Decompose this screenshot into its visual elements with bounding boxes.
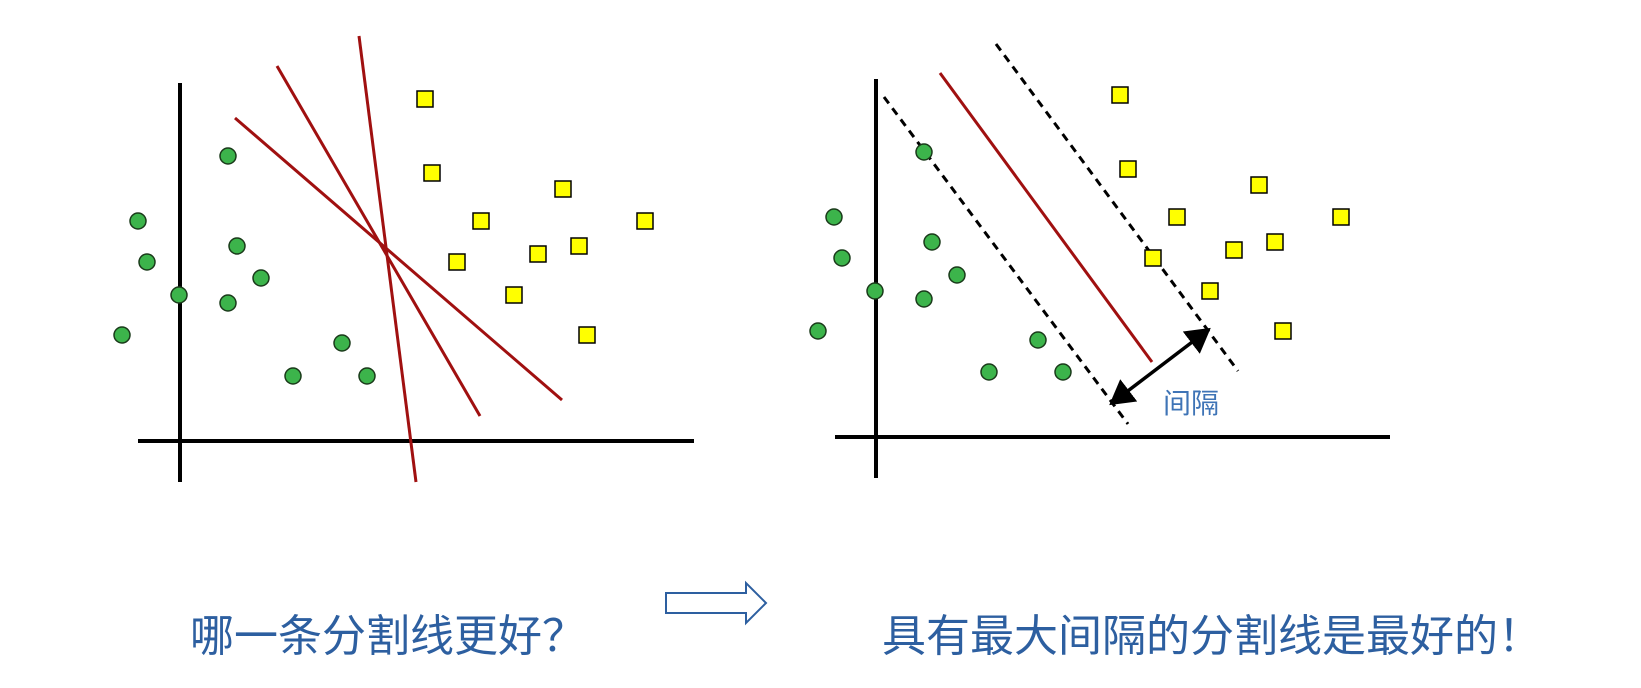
right-circle-2 xyxy=(833,249,851,267)
right-circle-1 xyxy=(825,208,843,226)
right-circle-11 xyxy=(1054,363,1072,381)
left-circle-10 xyxy=(284,367,302,385)
right-circle-5 xyxy=(915,143,933,161)
left-square-4 xyxy=(448,253,466,271)
right-class-circles xyxy=(809,143,1072,381)
right-square-8 xyxy=(1266,233,1284,251)
left-square-5 xyxy=(505,286,523,304)
right-circle-10 xyxy=(980,363,998,381)
right-circle-6 xyxy=(923,233,941,251)
right-square-6 xyxy=(1225,241,1243,259)
hollow-right-arrow-icon xyxy=(665,580,768,626)
left-circle-9 xyxy=(333,334,351,352)
left-circle-6 xyxy=(228,237,246,255)
margin-line-lower xyxy=(882,96,1130,425)
left-class-squares xyxy=(416,90,654,344)
right-circle-9 xyxy=(1029,331,1047,349)
right-square-1 xyxy=(1111,86,1129,104)
left-circle-4 xyxy=(170,286,188,304)
left-square-10 xyxy=(578,326,596,344)
candidate-line-3 xyxy=(357,35,418,483)
right-circle-8 xyxy=(915,290,933,308)
right-margin-lines xyxy=(882,43,1240,425)
left-circle-11 xyxy=(358,367,376,385)
left-square-2 xyxy=(423,164,441,182)
right-circle-7 xyxy=(948,266,966,284)
left-circle-7 xyxy=(252,269,270,287)
left-circle-2 xyxy=(138,253,156,271)
left-circle-1 xyxy=(129,212,147,230)
right-square-3 xyxy=(1168,208,1186,226)
left-candidate-lines xyxy=(234,35,563,483)
left-square-6 xyxy=(529,245,547,263)
right-square-9 xyxy=(1332,208,1350,226)
right-panel: 间隔 xyxy=(809,43,1390,478)
left-square-7 xyxy=(554,180,572,198)
right-square-7 xyxy=(1250,176,1268,194)
margin-arrow xyxy=(1109,327,1211,406)
candidate-line-1 xyxy=(234,116,563,402)
caption-answer: 具有最大间隔的分割线是最好的！ xyxy=(882,611,1542,662)
left-circle-5 xyxy=(219,147,237,165)
caption-question: 哪一条分割线更好？ xyxy=(190,611,586,662)
right-square-2 xyxy=(1119,160,1137,178)
right-circle-4 xyxy=(866,282,884,300)
margin-line-upper xyxy=(994,43,1240,372)
margin-label: 间隔 xyxy=(1163,387,1219,420)
left-square-1 xyxy=(416,90,434,108)
left-circle-8 xyxy=(219,294,237,312)
right-circle-3 xyxy=(809,322,827,340)
left-panel xyxy=(113,35,694,483)
max-margin-separator xyxy=(938,72,1154,363)
left-square-8 xyxy=(570,237,588,255)
left-square-3 xyxy=(472,212,490,230)
left-class-circles xyxy=(113,147,376,385)
right-class-squares xyxy=(1111,86,1350,340)
left-circle-3 xyxy=(113,326,131,344)
right-square-5 xyxy=(1201,282,1219,300)
candidate-line-2 xyxy=(275,65,482,417)
right-square-10 xyxy=(1274,322,1292,340)
right-square-4 xyxy=(1144,249,1162,267)
left-square-9 xyxy=(636,212,654,230)
